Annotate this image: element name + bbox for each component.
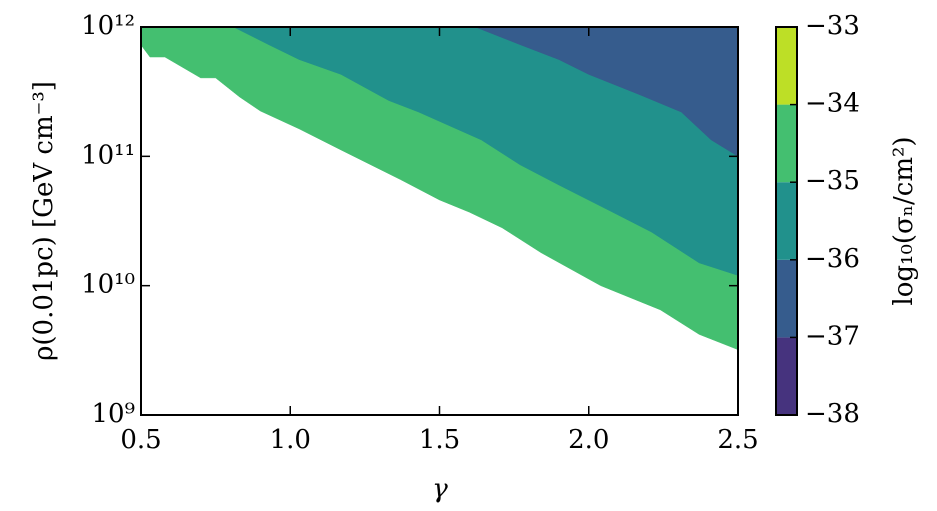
y-tick-label: 10¹⁰ [81,270,135,300]
colorbar-tick-label: −35 [805,166,860,196]
x-tick-label: 1.0 [270,425,311,455]
colorbar-tick-label: −33 [805,11,860,41]
x-tick-label: 0.5 [120,425,161,455]
x-tick-label: 1.5 [419,425,460,455]
y-axis-label: ρ(0.01pc) [GeV cm⁻³] [29,81,59,361]
colorbar-band [776,104,797,183]
colorbar-band [776,27,797,105]
colorbar-band [776,259,797,338]
colorbar-tick-label: −37 [805,321,860,351]
x-tick-label: 2.0 [568,425,609,455]
x-tick-label: 2.5 [717,425,758,455]
colorbar-band [776,182,797,260]
colorbar-tick-label: −34 [805,89,860,119]
colorbar-label: log₁₀(σₙ/cm²) [889,136,919,305]
colorbar-tick-label: −38 [805,399,860,429]
x-axis-label: γ [432,474,448,504]
y-tick-label: 10⁹ [91,399,135,429]
colorbar-frame [775,26,798,416]
y-tick-label: 10¹² [81,11,135,41]
y-tick-label: 10¹¹ [81,140,135,170]
colorbar-band [776,337,797,415]
colorbar-tick-label: −36 [805,244,860,274]
